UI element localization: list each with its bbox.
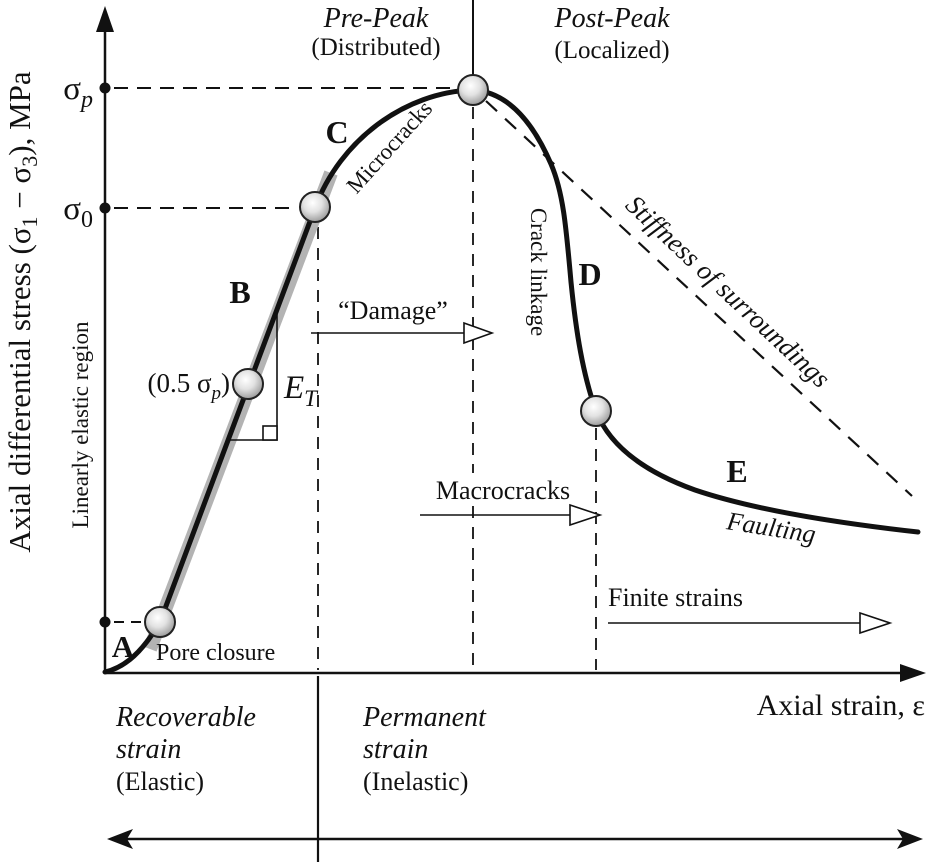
marker-crack-linkage-end <box>580 395 612 427</box>
pre-peak-subtitle: (Distributed) <box>311 34 440 61</box>
finite-strains-label: Finite strains <box>608 583 743 612</box>
sigma-0-axis-dot <box>99 202 111 214</box>
strain-span-right-arrowhead-icon <box>897 829 923 849</box>
post-peak-title: Post-Peak <box>553 3 670 34</box>
sigma-p-sub: p <box>79 87 93 113</box>
macrocracks-label-bg <box>408 473 594 504</box>
permanent-strain-line3: (Inelastic) <box>363 767 468 796</box>
recoverable-strain-line1: Recoverable <box>115 702 256 733</box>
half-peak-close: ) <box>221 368 230 398</box>
y-axis-arrowhead-icon <box>96 6 114 32</box>
sigma-0-base: σ <box>63 191 81 227</box>
linearly-elastic-label: Linearly elastic region <box>68 321 93 528</box>
y-axis-label-part2: − σ <box>2 166 37 216</box>
right-angle-marker <box>262 425 278 441</box>
faulting-label: Faulting <box>724 506 818 549</box>
stage-d-label: D <box>578 256 601 292</box>
half-peak-open: (0.5 σ <box>147 368 211 398</box>
sigma-p-axis-dot <box>99 82 111 94</box>
modulus-sub: T <box>304 386 319 411</box>
damage-label: “Damage” <box>338 296 448 325</box>
marker-sigma-0 <box>299 191 331 223</box>
macrocracks-arrowhead-icon <box>569 503 603 527</box>
half-peak-sub: p <box>210 383 222 404</box>
microcracks-label: Microcracks <box>342 96 438 198</box>
marker-peak <box>457 74 489 106</box>
strain-span-left-arrowhead-icon <box>107 829 133 849</box>
stiffness-label: Stiffness of surroundings <box>620 189 836 393</box>
marker-pore-closure <box>144 606 176 638</box>
finite-strains-arrowhead-icon <box>859 611 893 635</box>
sigma-0-label: σ0 <box>63 191 93 233</box>
y-axis-label-part3: ), MPa <box>2 71 37 156</box>
damage-arrowhead-icon <box>463 321 495 345</box>
recoverable-strain-line2: strain <box>116 734 181 765</box>
marker-half-peak <box>232 368 264 400</box>
stage-b-label: B <box>229 274 250 310</box>
sigma-0-sub: 0 <box>81 207 93 233</box>
stage-a-label: A <box>112 629 135 664</box>
permanent-strain-line2: strain <box>363 734 428 765</box>
x-axis-label: Axial strain, ε <box>757 689 925 722</box>
tangent-modulus-label: ET <box>283 370 319 411</box>
x-axis-epsilon: ε <box>912 689 925 722</box>
crack-linkage-label: Crack linkage <box>526 208 551 336</box>
pre-peak-title: Pre-Peak <box>323 3 429 34</box>
permanent-strain-line1: Permanent <box>362 702 487 733</box>
sigma-p-base: σ <box>63 71 81 107</box>
stress-strain-curve <box>102 87 921 675</box>
pore-closure-axis-dot <box>99 616 111 628</box>
x-axis-arrowhead-icon <box>900 664 926 682</box>
y-axis-label-sub3: 3 <box>17 156 42 167</box>
stiffness-line <box>485 100 913 497</box>
post-peak-subtitle: (Localized) <box>554 37 669 64</box>
sigma-p-label: σp <box>63 71 93 113</box>
macrocracks-label: Macrocracks <box>436 476 570 505</box>
y-axis-label: Axial differential stress (σ1 − σ3), MPa <box>2 71 42 553</box>
stage-c-label: C <box>325 114 348 150</box>
stage-e-label: E <box>726 453 747 489</box>
recoverable-strain-line3: (Elastic) <box>116 767 204 796</box>
y-axis-label-sub1: 1 <box>17 216 42 227</box>
x-axis-label-text: Axial strain, <box>757 689 913 722</box>
half-peak-label: (0.5 σp) <box>147 368 230 404</box>
pore-closure-label: Pore closure <box>156 640 275 666</box>
y-axis-label-part1: Axial differential stress (σ <box>2 227 37 552</box>
modulus-base: E <box>283 370 304 406</box>
